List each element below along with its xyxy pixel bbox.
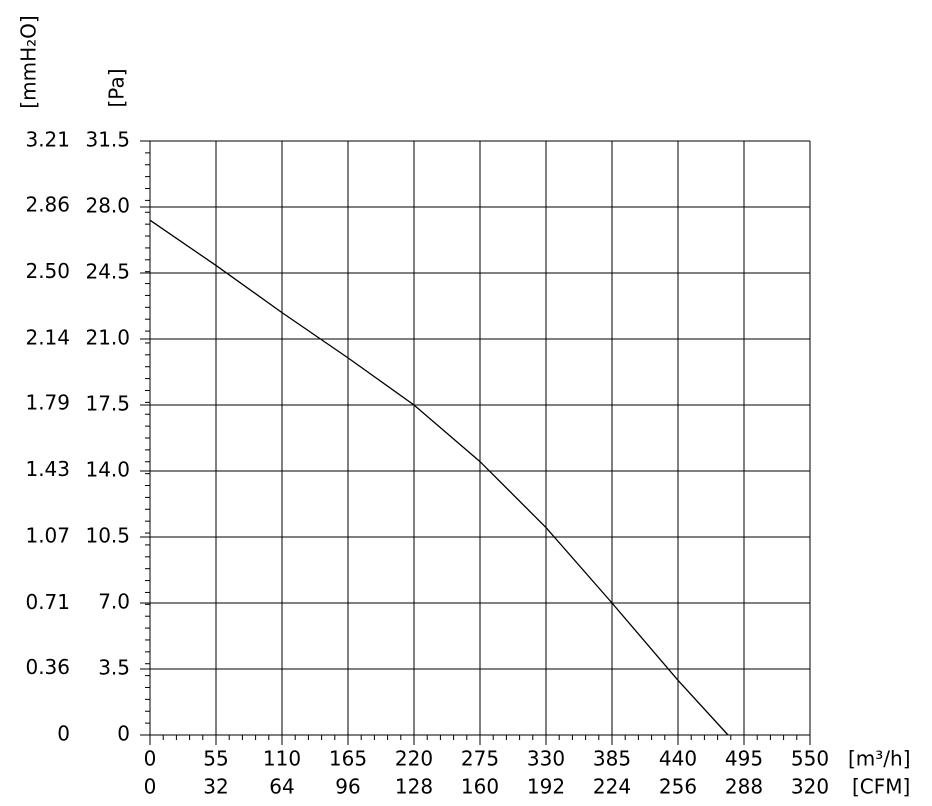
x-tick-label: 550 (791, 747, 829, 771)
x-tick-label: 330 (527, 747, 565, 771)
x2-tick-label: 32 (203, 775, 228, 799)
x-tick-label: 440 (659, 747, 697, 771)
y2-tick-label: 0.36 (25, 655, 70, 679)
y-tick-label: 24.5 (85, 260, 130, 284)
x-tick-label: 220 (395, 747, 433, 771)
x2-tick-label: 320 (791, 775, 829, 799)
x2-tick-label: 192 (527, 775, 565, 799)
x2-tick-label: 64 (269, 775, 294, 799)
y-tick-label: 31.5 (85, 128, 130, 152)
x2-tick-label: 96 (335, 775, 360, 799)
x-tick-label: 110 (263, 747, 301, 771)
x2-tick-label: 0 (144, 775, 157, 799)
x-tick-label: 495 (725, 747, 763, 771)
x-tick-label: 55 (203, 747, 228, 771)
x-tick-label: 165 (329, 747, 367, 771)
y-tick-label: 0 (117, 722, 130, 746)
x-tick-label: 385 (593, 747, 631, 771)
y2-tick-label: 0 (57, 722, 70, 746)
y-tick-label: 21.0 (85, 326, 130, 350)
x-tick-label: 0 (144, 747, 157, 771)
y-tick-label: 7.0 (98, 590, 130, 614)
y-tick-label: 3.5 (98, 656, 130, 680)
y-tick-label: 17.5 (85, 392, 130, 416)
y2-tick-label: 2.50 (25, 259, 70, 283)
y-axis-label: [Pa] (105, 68, 129, 107)
x2-tick-label: 224 (593, 775, 631, 799)
x2-tick-label: 288 (725, 775, 763, 799)
y-tick-label: 28.0 (85, 194, 130, 218)
y2-tick-label: 0.71 (25, 590, 70, 614)
x-axis-label: [m³/h] (848, 747, 911, 771)
y2-tick-label: 1.07 (25, 524, 70, 548)
x2-axis-label: [CFM] (852, 775, 910, 799)
y2-tick-label: 2.86 (25, 192, 70, 216)
y2-tick-label: 1.43 (25, 457, 70, 481)
y2-tick-label: 2.14 (25, 326, 70, 350)
y2-tick-label: 3.21 (25, 128, 70, 152)
y-tick-label: 10.5 (85, 524, 130, 548)
x2-tick-label: 160 (461, 775, 499, 799)
x2-tick-label: 256 (659, 775, 697, 799)
y-tick-label: 14.0 (85, 458, 130, 482)
x2-tick-label: 128 (395, 775, 433, 799)
y2-tick-label: 1.79 (25, 390, 70, 414)
y2-axis-label: [mmH₂O] (17, 15, 41, 108)
x-tick-label: 275 (461, 747, 499, 771)
curve (149, 219, 729, 736)
